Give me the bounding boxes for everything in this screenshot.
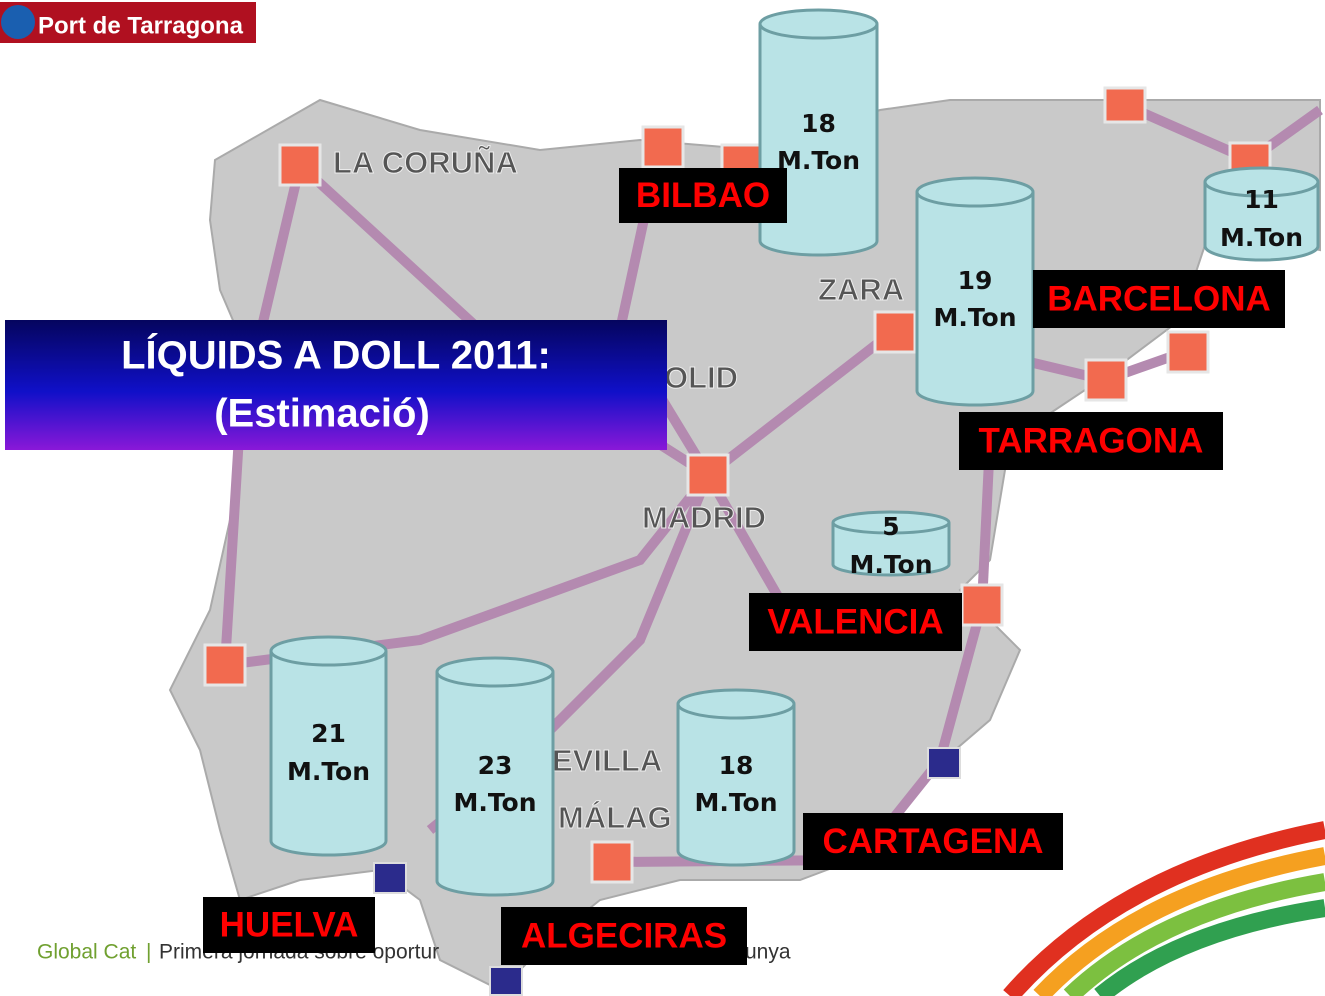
cylinder: 11 M.Ton (1203, 166, 1320, 262)
map-label: MADRID (642, 500, 766, 535)
cylinder-value: 11 (1244, 185, 1279, 214)
cylinder: 21 M.Ton (269, 635, 388, 857)
port-label: ALGECIRAS (521, 916, 727, 955)
port-label: TARRAGONA (979, 421, 1204, 460)
cylinder: 23 M.Ton (435, 656, 555, 897)
map-label: EVILLA (552, 743, 662, 778)
cylinder-top (1203, 166, 1320, 198)
cylinder: 18 M.Ton (676, 688, 796, 867)
cylinder-top (831, 510, 951, 535)
cylinder-value: 23 (478, 751, 513, 780)
port-label-box (959, 412, 1223, 470)
cylinder-value: 21 (311, 719, 346, 748)
port-label: BILBAO (636, 176, 770, 215)
cylinder-value: 5 (882, 512, 899, 541)
port-label-box (803, 813, 1063, 870)
cylinder-body (678, 704, 794, 851)
port-label: CARTAGENA (822, 822, 1043, 861)
cylinder-value: 18 (719, 751, 754, 780)
cylinder-unit: M.Ton (1220, 223, 1303, 252)
swoosh (1003, 821, 1325, 996)
port-label: BARCELONA (1047, 279, 1271, 318)
cylinder-value: 18 (801, 109, 836, 138)
footer-tail: unya (745, 941, 791, 964)
footer-brand: Global Cat (37, 941, 136, 964)
map-label: LA CORUÑA (333, 145, 518, 180)
cylinder-top (435, 656, 555, 688)
port-label-box (203, 897, 375, 953)
cylinder: 5 M.Ton (831, 510, 951, 579)
cylinder-body (917, 192, 1033, 391)
logo: Port de Tarragona (0, 2, 256, 43)
port-label: HUELVA (220, 905, 359, 944)
cylinder-unit: M.Ton (694, 788, 777, 817)
port-label-box (619, 168, 787, 223)
cylinder-body (437, 672, 553, 881)
map-label: OLID (664, 360, 738, 395)
port-label-box (749, 593, 962, 651)
cylinder-body (271, 651, 386, 841)
title-box: LÍQUIDS A DOLL 2011: (Estimació) (5, 320, 667, 450)
cylinder-unit: M.Ton (453, 788, 536, 817)
cylinder-unit: M.Ton (849, 550, 932, 579)
cylinder: 19 M.Ton (915, 176, 1035, 407)
cylinder-value: 19 (958, 266, 993, 295)
title: LÍQUIDS A DOLL 2011: (121, 333, 551, 378)
port-label: VALENCIA (767, 602, 943, 641)
cylinder-unit: M.Ton (933, 303, 1016, 332)
port-label-box (1033, 270, 1285, 328)
footer-separator: | (146, 941, 151, 964)
port-label-box (501, 907, 747, 965)
cylinder-top (676, 688, 796, 720)
logo-text: Port de Tarragona (38, 12, 244, 39)
cylinder-unit: M.Ton (287, 757, 370, 786)
map-label: MÁLAG (558, 800, 672, 835)
blue-markers (373, 747, 961, 996)
map-label: ZARA (818, 272, 904, 307)
cylinder-top (915, 176, 1035, 208)
cylinder-top (269, 635, 388, 667)
cylinder-top (758, 8, 879, 40)
cylinder-unit: M.Ton (777, 146, 860, 175)
subtitle: (Estimació) (214, 392, 430, 436)
